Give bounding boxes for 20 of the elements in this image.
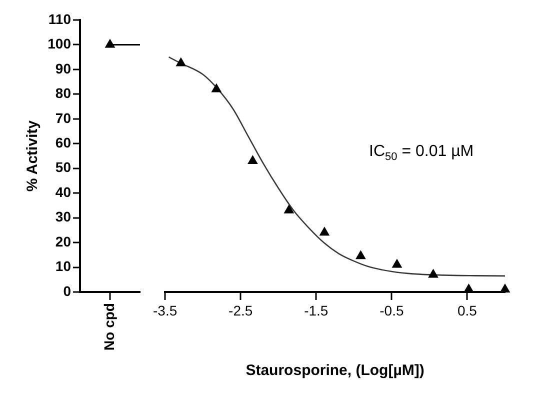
- y-tick-label: 80: [55, 85, 72, 102]
- y-tick-label: 110: [48, 10, 72, 27]
- x-tick-label: -2.5: [228, 302, 253, 318]
- x-tick-label: -0.5: [380, 302, 404, 318]
- x-axis-title: Staurosporine, (Log[µM]): [246, 362, 424, 380]
- y-tick-label: 40: [55, 184, 72, 200]
- y-tick-label: 60: [55, 134, 72, 150]
- y-tick-label: 10: [55, 258, 72, 274]
- y-tick-label: 90: [55, 60, 72, 76]
- y-axis-title: % Activity: [24, 120, 42, 192]
- y-tick-label: 20: [55, 233, 72, 250]
- x-tick-label: No cpd: [100, 303, 117, 350]
- y-tick-label: 100: [48, 36, 72, 52]
- y-tick-label: 0: [63, 282, 72, 299]
- x-tick-label: -1.5: [304, 302, 328, 318]
- y-tick-label: 30: [55, 208, 72, 225]
- x-tick-label: -3.5: [153, 302, 178, 318]
- y-tick-label: 70: [55, 110, 72, 126]
- x-tick-label: 0.5: [457, 302, 478, 318]
- y-tick-label: 50: [55, 159, 72, 176]
